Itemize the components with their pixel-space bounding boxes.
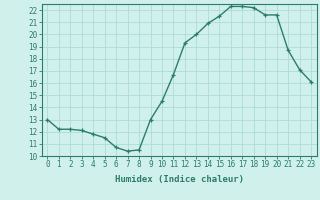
X-axis label: Humidex (Indice chaleur): Humidex (Indice chaleur) <box>115 175 244 184</box>
